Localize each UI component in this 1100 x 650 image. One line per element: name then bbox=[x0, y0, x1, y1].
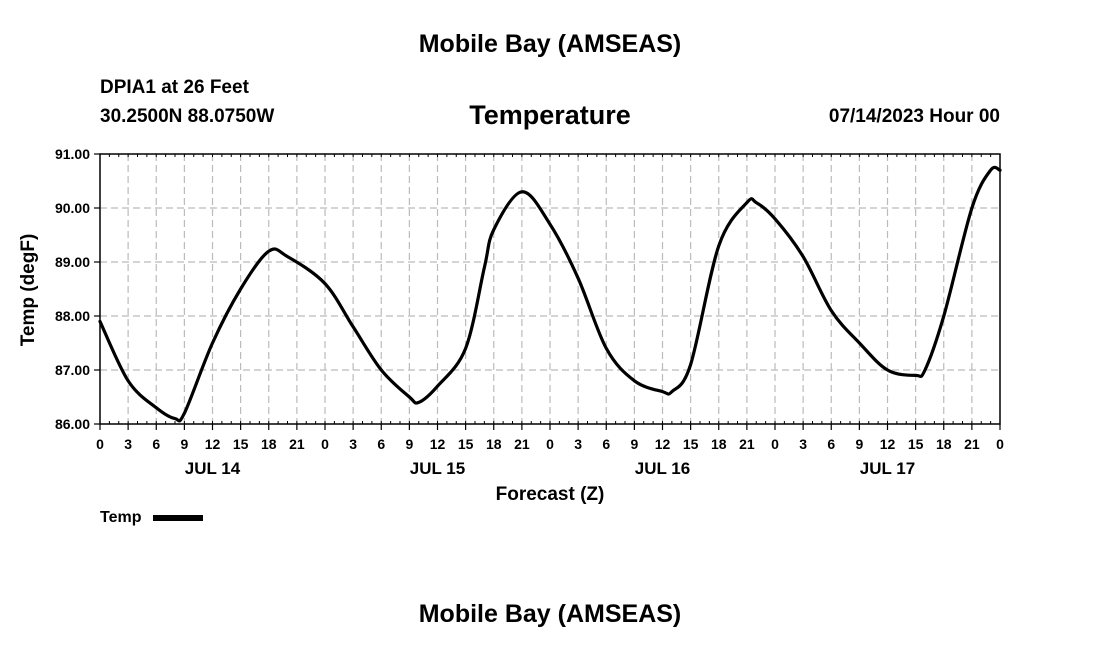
x-tick-label: 15 bbox=[458, 436, 474, 452]
x-tick-label: 6 bbox=[152, 436, 160, 452]
y-axis-title: Temp (degF) bbox=[18, 234, 39, 347]
variable-title: Temperature bbox=[469, 100, 631, 130]
grid bbox=[100, 154, 1000, 424]
station-label: DPIA1 at 26 Feet bbox=[100, 77, 249, 98]
day-label: JUL 16 bbox=[635, 459, 690, 478]
x-tick-label: 21 bbox=[289, 436, 305, 452]
x-tick-label: 3 bbox=[124, 436, 132, 452]
x-tick-label: 15 bbox=[908, 436, 924, 452]
x-tick-label: 0 bbox=[546, 436, 554, 452]
axis-ticks bbox=[94, 153, 1001, 430]
x-tick-label: 9 bbox=[405, 436, 413, 452]
x-tick-label: 18 bbox=[711, 436, 727, 452]
x-tick-label: 15 bbox=[233, 436, 249, 452]
y-tick-label: 90.00 bbox=[55, 200, 90, 216]
y-tick-label: 86.00 bbox=[55, 416, 90, 432]
legend-swatch bbox=[153, 515, 204, 521]
temp-series-line bbox=[98, 165, 1002, 423]
x-tick-label: 21 bbox=[964, 436, 980, 452]
x-tick-label: 18 bbox=[261, 436, 277, 452]
x-tick-label: 12 bbox=[430, 436, 446, 452]
x-tick-label: 6 bbox=[602, 436, 610, 452]
day-label: JUL 15 bbox=[410, 459, 465, 478]
day-label: JUL 14 bbox=[185, 459, 241, 478]
x-tick-label: 18 bbox=[936, 436, 952, 452]
station-coordinates: 30.2500N 88.0750W bbox=[100, 106, 275, 127]
y-tick-label: 87.00 bbox=[55, 362, 90, 378]
x-tick-label: 6 bbox=[827, 436, 835, 452]
x-axis-title: Forecast (Z) bbox=[496, 484, 605, 505]
x-tick-label: 12 bbox=[880, 436, 896, 452]
x-tick-label: 21 bbox=[739, 436, 755, 452]
x-tick-label: 0 bbox=[996, 436, 1004, 452]
x-tick-label: 9 bbox=[630, 436, 638, 452]
chart-title: Mobile Bay (AMSEAS) bbox=[418, 30, 682, 58]
x-tick-label: 21 bbox=[514, 436, 530, 452]
x-tick-label: 9 bbox=[180, 436, 188, 452]
plot-frame bbox=[99, 153, 1001, 425]
x-tick-label: 15 bbox=[683, 436, 699, 452]
x-tick-label: 12 bbox=[205, 436, 221, 452]
y-tick-label: 89.00 bbox=[55, 254, 90, 270]
x-tick-label: 6 bbox=[377, 436, 385, 452]
footer-title: Mobile Bay (AMSEAS) bbox=[418, 600, 682, 628]
axis-labels: 0 3 6 9 12 15 18 21 0 3 6 9 12 15 18 21 0 3 6 9 12 15 18 21 0 3 6 9… bbox=[55, 146, 1004, 478]
x-tick-label: 9 bbox=[855, 436, 863, 452]
x-tick-label: 0 bbox=[321, 436, 329, 452]
x-tick-label: 0 bbox=[771, 436, 779, 452]
x-tick-label: 3 bbox=[349, 436, 357, 452]
x-tick-label: 3 bbox=[799, 436, 807, 452]
x-tick-label: 0 bbox=[96, 436, 104, 452]
y-tick-label: 88.00 bbox=[55, 308, 90, 324]
day-label: JUL 17 bbox=[860, 459, 915, 478]
y-tick-label: 91.00 bbox=[55, 146, 90, 162]
forecast-datetime: 07/14/2023 Hour 00 bbox=[828, 106, 1000, 127]
x-tick-label: 12 bbox=[655, 436, 671, 452]
x-tick-label: 18 bbox=[486, 436, 502, 452]
legend-label: Temp bbox=[100, 509, 142, 526]
x-tick-label: 3 bbox=[574, 436, 582, 452]
legend: Temp bbox=[100, 509, 204, 527]
